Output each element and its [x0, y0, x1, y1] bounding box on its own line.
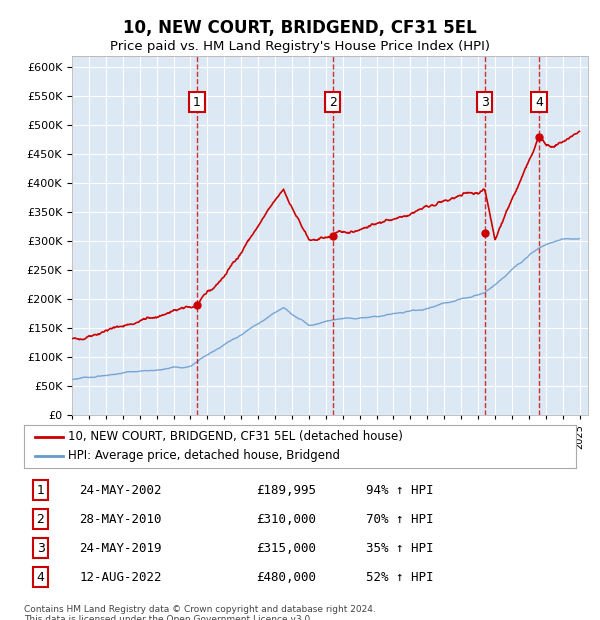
- Text: Contains HM Land Registry data © Crown copyright and database right 2024.
This d: Contains HM Land Registry data © Crown c…: [24, 604, 376, 620]
- Text: 10, NEW COURT, BRIDGEND, CF31 5EL: 10, NEW COURT, BRIDGEND, CF31 5EL: [123, 19, 477, 37]
- Text: 4: 4: [535, 95, 543, 108]
- Text: 3: 3: [481, 95, 488, 108]
- Text: Price paid vs. HM Land Registry's House Price Index (HPI): Price paid vs. HM Land Registry's House …: [110, 40, 490, 53]
- Text: £189,995: £189,995: [256, 484, 316, 497]
- Text: 70% ↑ HPI: 70% ↑ HPI: [366, 513, 434, 526]
- Text: 3: 3: [37, 541, 44, 554]
- Text: 2: 2: [329, 95, 337, 108]
- Text: 28-MAY-2010: 28-MAY-2010: [79, 513, 162, 526]
- Text: 12-AUG-2022: 12-AUG-2022: [79, 570, 162, 583]
- Text: 4: 4: [37, 570, 44, 583]
- Text: 24-MAY-2002: 24-MAY-2002: [79, 484, 162, 497]
- Text: 1: 1: [193, 95, 201, 108]
- Text: 2: 2: [37, 513, 44, 526]
- Text: £480,000: £480,000: [256, 570, 316, 583]
- Text: 52% ↑ HPI: 52% ↑ HPI: [366, 570, 434, 583]
- Text: 94% ↑ HPI: 94% ↑ HPI: [366, 484, 434, 497]
- Text: 1: 1: [37, 484, 44, 497]
- Text: £315,000: £315,000: [256, 541, 316, 554]
- Text: £310,000: £310,000: [256, 513, 316, 526]
- Text: HPI: Average price, detached house, Bridgend: HPI: Average price, detached house, Brid…: [68, 450, 340, 463]
- Text: 10, NEW COURT, BRIDGEND, CF31 5EL (detached house): 10, NEW COURT, BRIDGEND, CF31 5EL (detac…: [68, 430, 403, 443]
- Text: 35% ↑ HPI: 35% ↑ HPI: [366, 541, 434, 554]
- Text: 24-MAY-2019: 24-MAY-2019: [79, 541, 162, 554]
